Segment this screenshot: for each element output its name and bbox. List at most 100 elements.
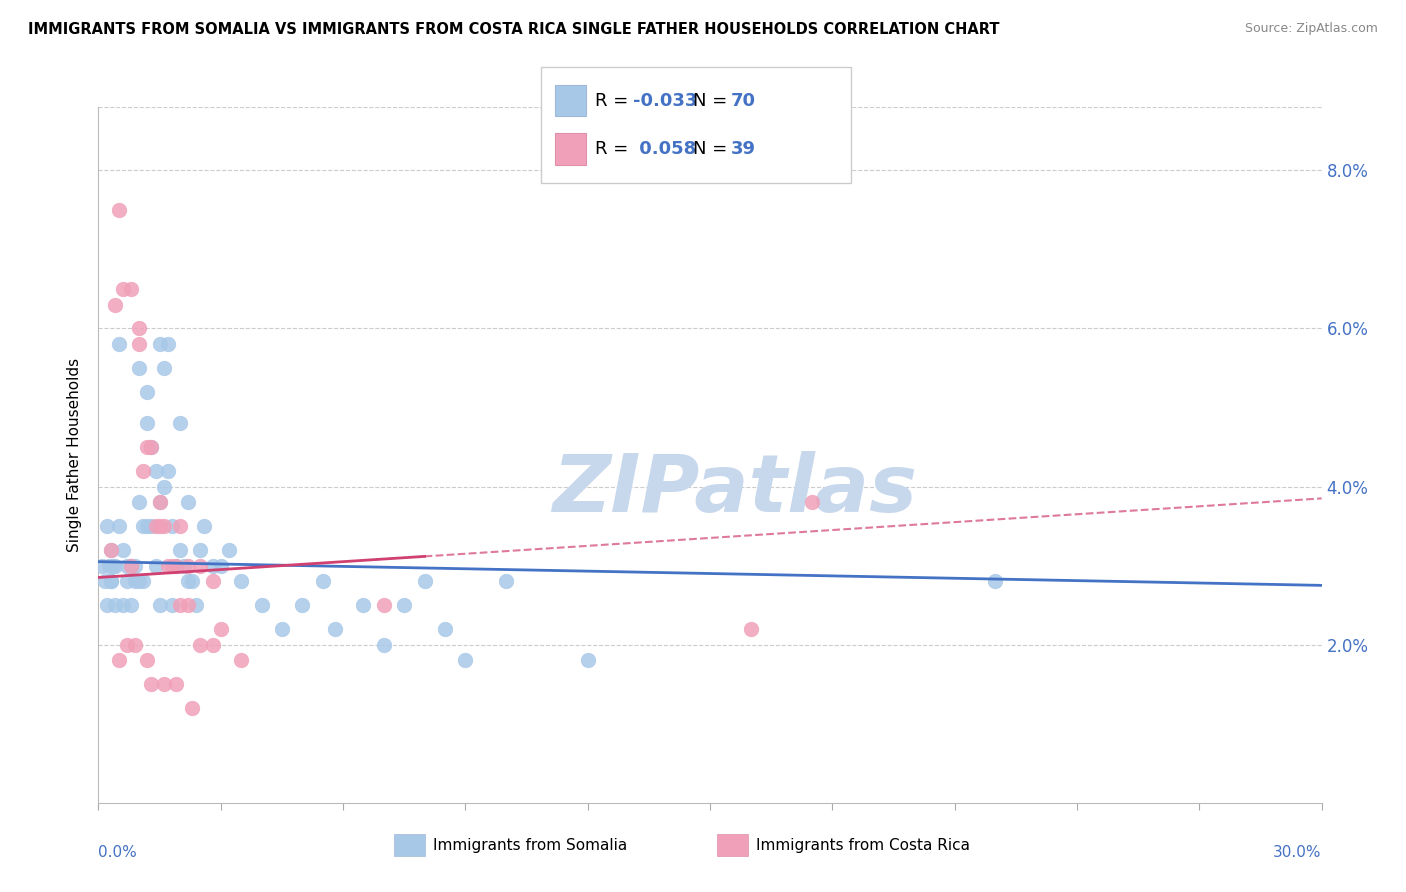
Point <box>149 337 172 351</box>
Point <box>188 638 212 652</box>
Point <box>128 321 150 335</box>
Point <box>136 440 159 454</box>
Point <box>132 574 155 589</box>
Point <box>96 598 118 612</box>
Point <box>433 622 456 636</box>
Text: -0.033: -0.033 <box>633 92 697 110</box>
Point <box>495 574 517 589</box>
Point <box>136 384 159 399</box>
Point <box>250 598 273 612</box>
Point <box>169 417 191 431</box>
Point <box>108 337 131 351</box>
Point <box>181 574 204 589</box>
Point <box>160 519 183 533</box>
Point <box>209 622 232 636</box>
Point <box>209 558 232 573</box>
Point <box>115 574 138 589</box>
Point <box>152 519 174 533</box>
Point <box>392 598 416 612</box>
Point <box>124 558 146 573</box>
Point <box>188 558 212 573</box>
Text: Immigrants from Costa Rica: Immigrants from Costa Rica <box>756 838 970 853</box>
Point <box>104 598 127 612</box>
Point <box>323 622 346 636</box>
Text: R =: R = <box>595 92 634 110</box>
Point <box>373 598 395 612</box>
Point <box>111 542 134 557</box>
Point <box>115 558 138 573</box>
Point <box>141 677 163 691</box>
Point <box>108 202 131 217</box>
Point <box>97 558 120 573</box>
Point <box>152 677 174 691</box>
Point <box>177 495 200 509</box>
Point <box>177 574 200 589</box>
Point <box>801 495 824 509</box>
Point <box>218 542 240 557</box>
Point <box>120 282 142 296</box>
Point <box>188 542 212 557</box>
Point <box>186 598 208 612</box>
Point <box>201 558 224 573</box>
Text: 0.0%: 0.0% <box>98 845 138 860</box>
Point <box>128 337 150 351</box>
Point <box>100 574 122 589</box>
Text: 70: 70 <box>731 92 756 110</box>
Point <box>177 598 200 612</box>
Point <box>270 622 294 636</box>
Point <box>152 360 174 375</box>
Point <box>145 558 167 573</box>
Point <box>136 417 159 431</box>
Point <box>115 638 138 652</box>
Text: Source: ZipAtlas.com: Source: ZipAtlas.com <box>1244 22 1378 36</box>
Point <box>145 519 167 533</box>
Point <box>231 653 253 667</box>
Text: IMMIGRANTS FROM SOMALIA VS IMMIGRANTS FROM COSTA RICA SINGLE FATHER HOUSEHOLDS C: IMMIGRANTS FROM SOMALIA VS IMMIGRANTS FR… <box>28 22 1000 37</box>
Text: 39: 39 <box>731 140 756 158</box>
Point <box>149 519 172 533</box>
Point <box>312 574 335 589</box>
Point <box>124 574 146 589</box>
Point <box>149 598 172 612</box>
Point <box>149 495 172 509</box>
Point <box>156 337 179 351</box>
Point <box>104 298 127 312</box>
Text: R =: R = <box>595 140 634 158</box>
Point <box>181 701 204 715</box>
Point <box>101 558 124 573</box>
Point <box>352 598 374 612</box>
Point <box>136 653 159 667</box>
Y-axis label: Single Father Households: Single Father Households <box>67 358 83 552</box>
Point <box>108 653 131 667</box>
Point <box>145 464 167 478</box>
Point <box>128 360 150 375</box>
Point <box>231 574 253 589</box>
Point <box>100 542 122 557</box>
Point <box>165 558 187 573</box>
Point <box>141 440 163 454</box>
Point <box>100 542 122 557</box>
Point <box>120 558 142 573</box>
Point <box>193 519 215 533</box>
Point <box>149 495 172 509</box>
Point <box>111 598 134 612</box>
Point <box>169 598 191 612</box>
Point <box>201 638 224 652</box>
Point <box>124 638 146 652</box>
Point <box>156 558 179 573</box>
Text: ZIPatlas: ZIPatlas <box>553 450 917 529</box>
Point <box>141 440 163 454</box>
Point <box>141 519 163 533</box>
Point <box>291 598 314 612</box>
Point <box>160 558 183 573</box>
Point <box>454 653 477 667</box>
Point <box>413 574 436 589</box>
Point <box>100 574 122 589</box>
Point <box>169 519 191 533</box>
Point <box>120 598 142 612</box>
Point <box>160 598 183 612</box>
Point <box>128 574 150 589</box>
Point <box>169 542 191 557</box>
Point <box>111 282 134 296</box>
Point <box>156 464 179 478</box>
